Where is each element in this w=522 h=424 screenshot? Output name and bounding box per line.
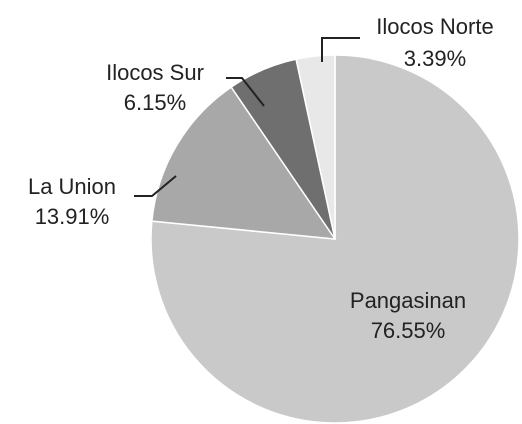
leader-line xyxy=(134,175,177,197)
slice-label: 13.91% xyxy=(35,204,110,229)
leader-line xyxy=(226,77,265,107)
slice-name: Ilocos Norte xyxy=(376,14,493,39)
slice-label: 3.39% xyxy=(404,46,466,71)
slice-label: 76.55% xyxy=(371,318,446,343)
leader-line xyxy=(321,37,360,62)
pie-slice xyxy=(295,54,336,240)
slice-name: Ilocos Sur xyxy=(106,60,204,85)
slice-name: Pangasinan xyxy=(350,288,466,313)
pie xyxy=(150,54,520,424)
slice-name: La Union xyxy=(28,174,116,199)
pie-slice xyxy=(151,86,337,240)
slice-label: 6.15% xyxy=(124,90,186,115)
